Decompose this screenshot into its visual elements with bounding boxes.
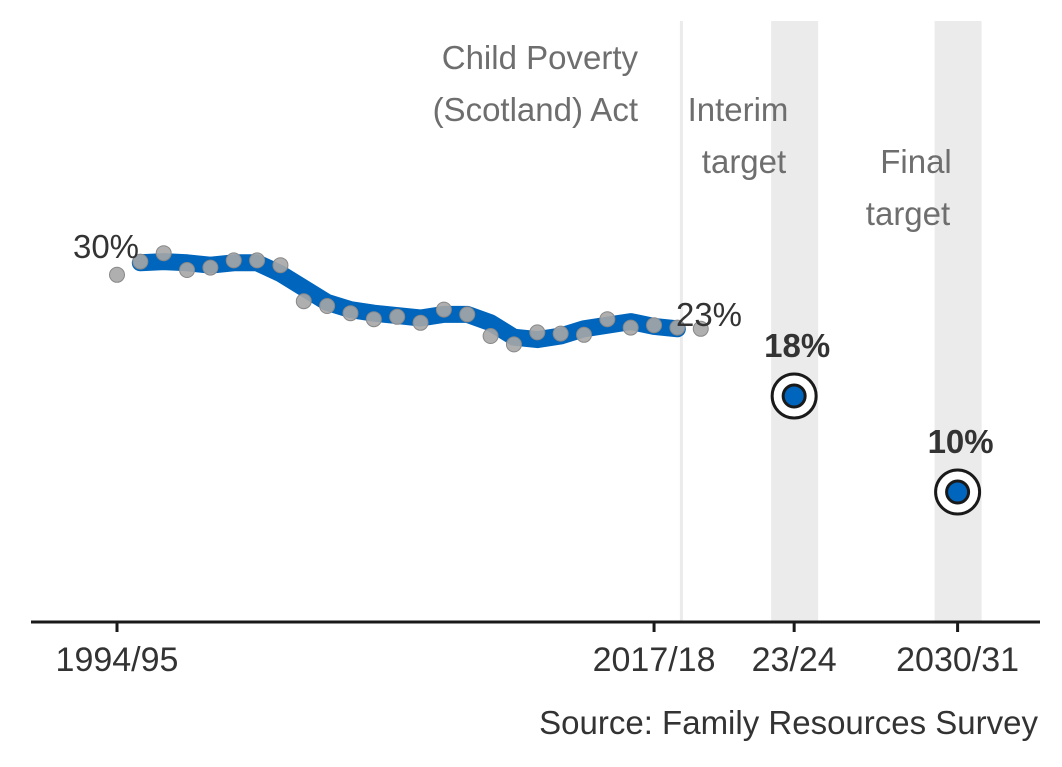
interim-annotation-line-1: Interim xyxy=(688,91,789,128)
target-band-1 xyxy=(771,21,819,622)
annual-point-2000 xyxy=(249,252,266,269)
annual-point-2015 xyxy=(599,311,616,328)
x-tick-label-2: 2017/18 xyxy=(593,641,716,679)
annual-point-2014 xyxy=(576,326,592,343)
target-marker-2 xyxy=(945,479,971,505)
x-axis: 1994/95 2017/18 23/24 2030/31 xyxy=(31,620,1040,679)
annual-point-1995 xyxy=(132,253,149,270)
annual-point-2016 xyxy=(622,319,639,336)
act-annotation-line-2: (Scotland) Act xyxy=(433,91,638,128)
annual-point-2001 xyxy=(272,257,289,274)
annual-point-1998 xyxy=(202,259,219,276)
act-annotation-line-1: Child Poverty xyxy=(442,39,639,76)
annual-point-2009 xyxy=(459,306,476,323)
start-value-label: 30% xyxy=(73,228,139,265)
target-label-2: 10% xyxy=(928,423,994,460)
target-label-1: 18% xyxy=(764,327,830,364)
interim-target-annotation: Interim target xyxy=(688,91,789,180)
annual-point-2003 xyxy=(319,298,336,314)
annual-point-2019 xyxy=(692,320,709,337)
interim-annotation-line-2: target xyxy=(702,143,786,180)
targets-layer: 18% 10% xyxy=(764,327,994,516)
annual-point-1997 xyxy=(179,262,196,278)
annual-point-2004 xyxy=(342,305,359,322)
final-target-annotation: Final target xyxy=(866,143,952,232)
trend-line xyxy=(131,253,686,349)
annual-points-layer xyxy=(109,245,709,353)
annual-point-2017 xyxy=(646,317,663,334)
x-tick-label-1: 1994/95 xyxy=(56,641,179,679)
annual-point-2005 xyxy=(365,311,382,328)
trend-line-layer xyxy=(131,253,686,349)
annual-point-2006 xyxy=(389,308,406,325)
annual-point-2011 xyxy=(505,336,522,353)
annual-point-2010 xyxy=(482,328,499,344)
annual-point-1994 xyxy=(109,266,125,283)
annual-point-2002 xyxy=(295,293,312,310)
target-band-2 xyxy=(934,21,982,622)
annual-point-1999 xyxy=(225,252,242,269)
annual-point-2008 xyxy=(435,301,452,318)
latest-value-label: 23% xyxy=(676,296,742,333)
annual-point-1996 xyxy=(155,245,172,262)
annual-point-2012 xyxy=(529,324,546,341)
final-annotation-line-1: Final xyxy=(880,143,952,180)
target-marker-1 xyxy=(781,383,807,409)
annual-point-2007 xyxy=(412,314,429,331)
target-bands xyxy=(771,21,982,622)
annual-point-2018 xyxy=(669,319,686,336)
x-tick-label-4: 2030/31 xyxy=(896,641,1019,679)
act-annotation: Child Poverty (Scotland) Act xyxy=(433,39,639,128)
x-tick-label-3: 23/24 xyxy=(752,641,837,679)
final-annotation-line-2: target xyxy=(866,195,950,232)
annual-point-2013 xyxy=(552,325,569,342)
source-note: Source: Family Resources Survey xyxy=(539,704,1038,741)
